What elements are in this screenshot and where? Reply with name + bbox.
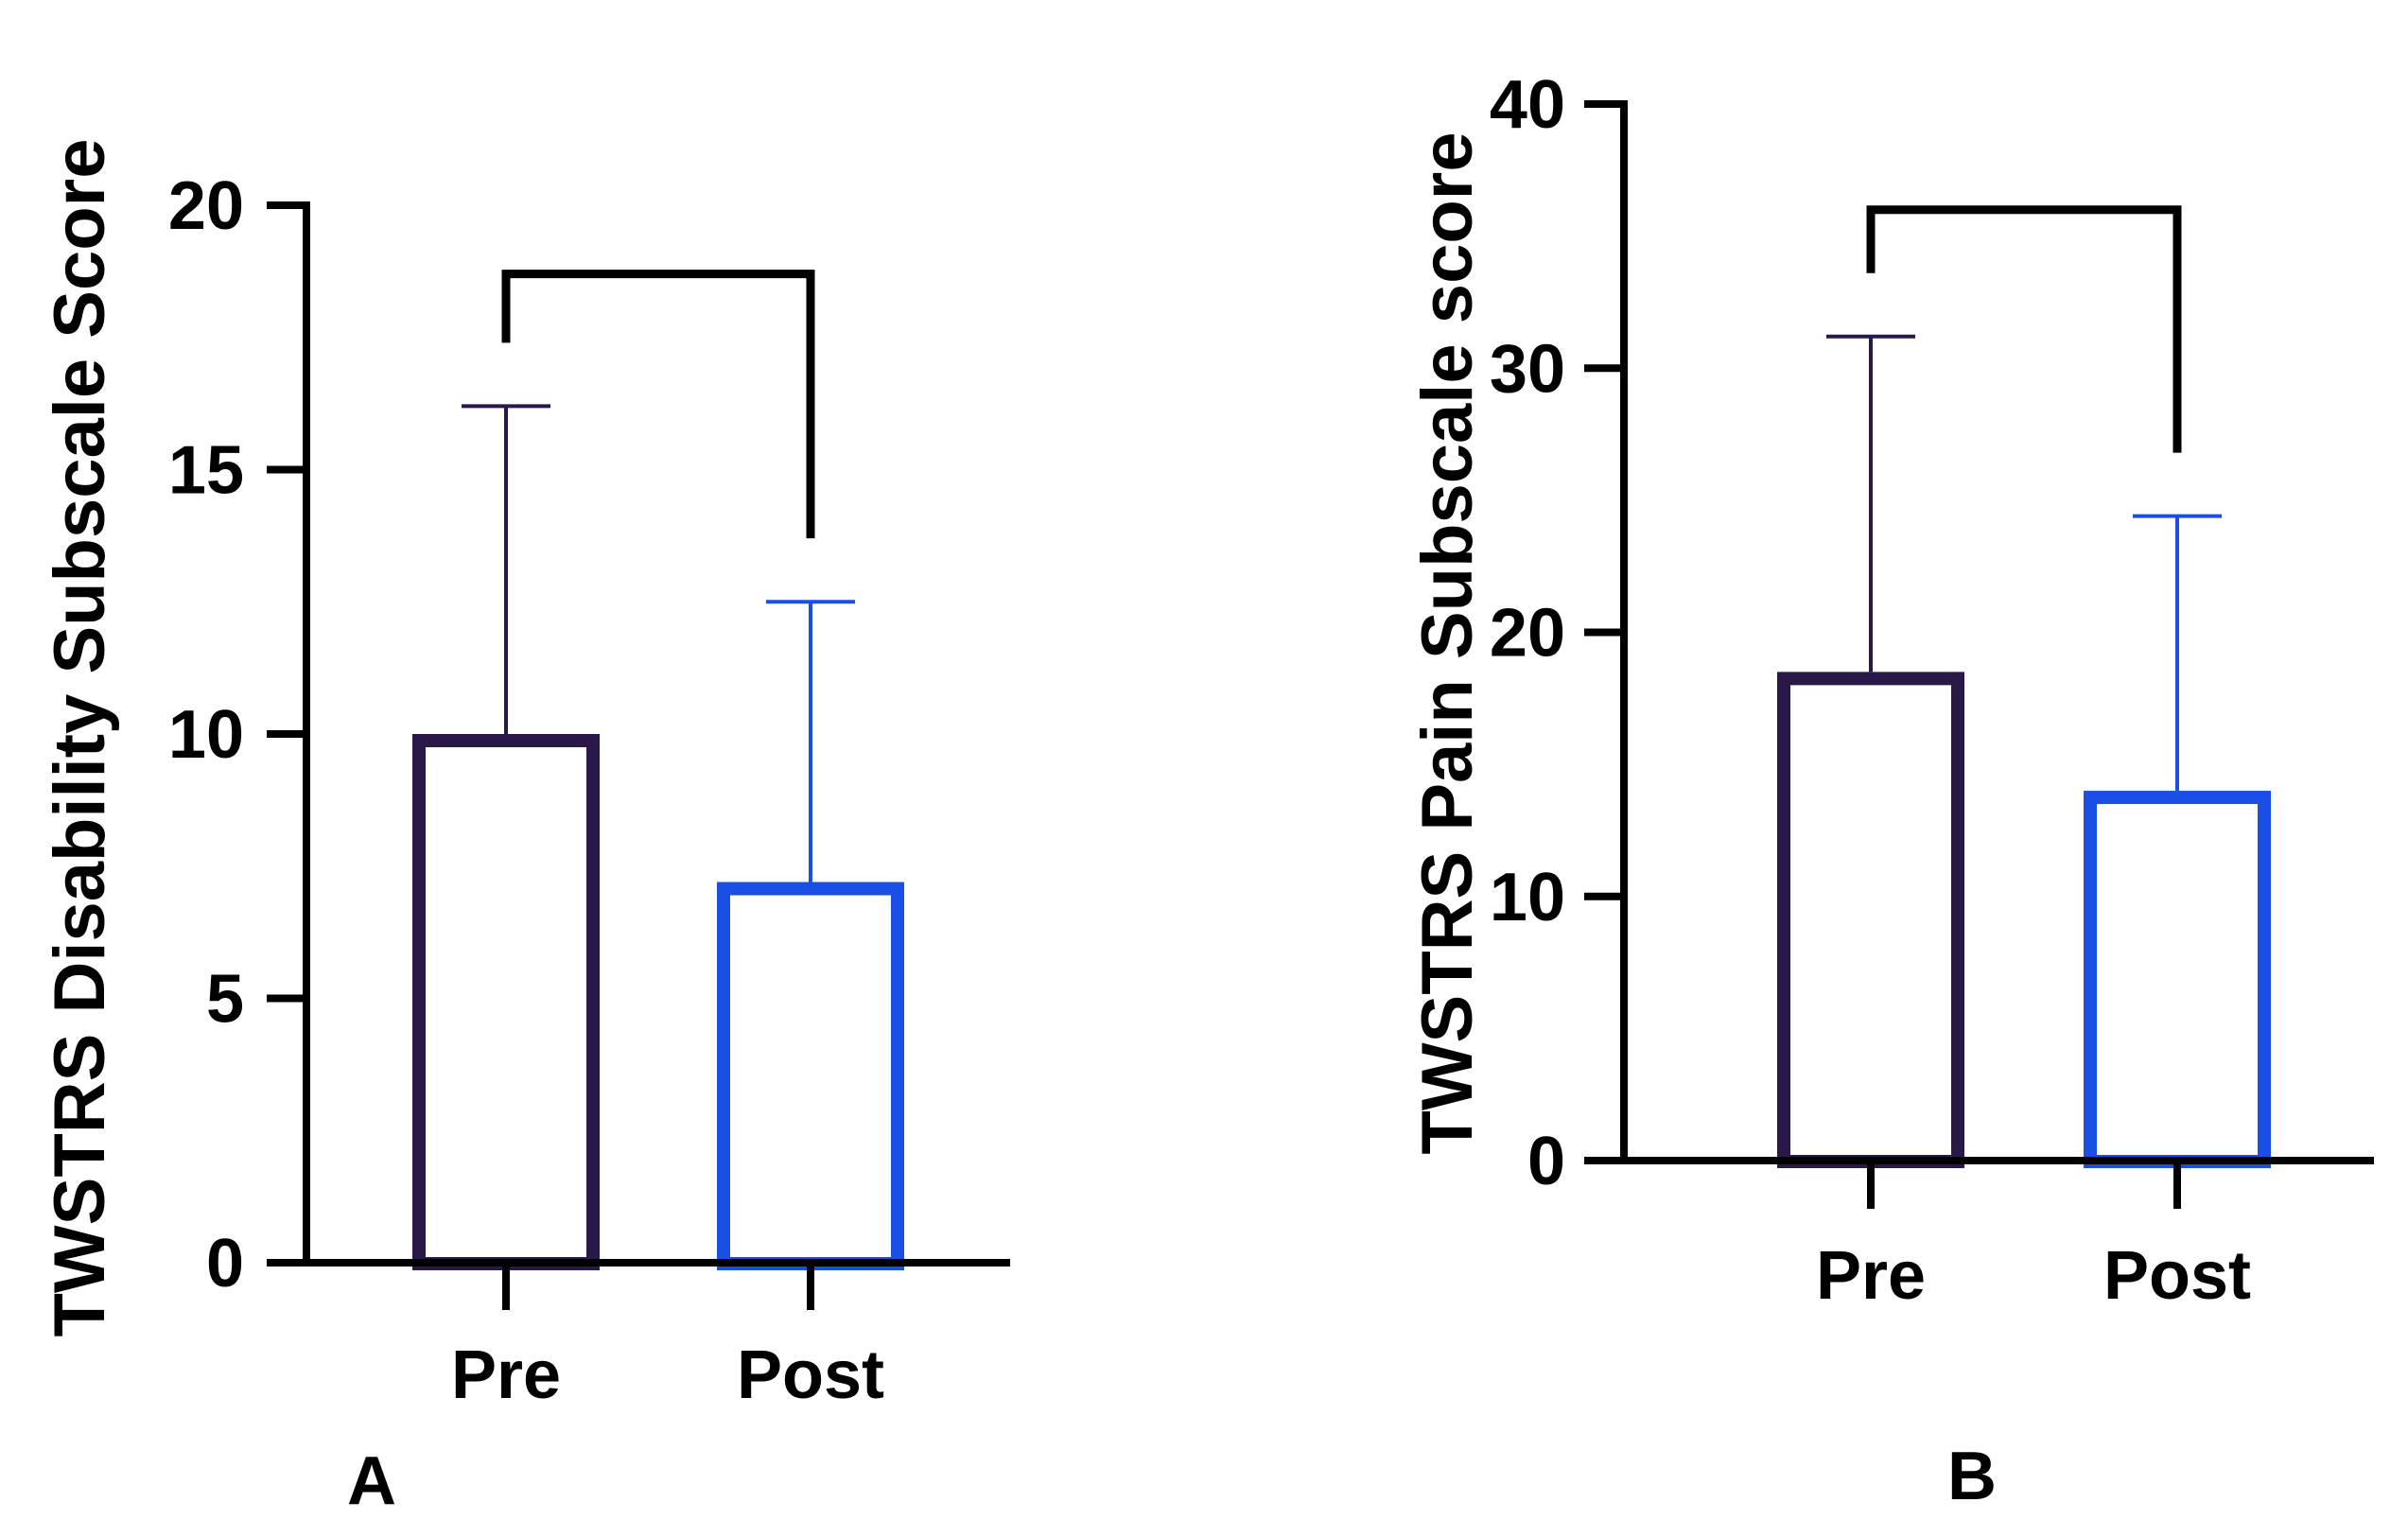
error-bars <box>1826 334 2222 792</box>
y-axis-label: TWSTRS Disability Subscale Score <box>40 138 120 1337</box>
x-ticks: Pre Post <box>451 1263 884 1413</box>
significance-bracket <box>501 270 815 539</box>
x-tick-label: Pre <box>451 1337 561 1413</box>
chart-panel-b: TWSTRS Pain Subscale score 0 10 20 30 40 Pre… <box>1407 67 2374 1514</box>
y-tick-label: 15 <box>168 433 244 509</box>
y-tick-label: 0 <box>1527 1124 1565 1199</box>
chart-panel-a: TWSTRS Disability Subscale Score 0 5 10 15 2… <box>40 138 1010 1519</box>
bars <box>412 734 904 1271</box>
y-tick-label: 40 <box>1490 67 1565 143</box>
bracket-line <box>1866 205 2182 453</box>
x-ticks: Pre Post <box>1816 1161 2251 1314</box>
bar-post <box>2084 791 2271 1168</box>
bar-pre <box>1777 672 1964 1168</box>
y-tick-label: 0 <box>206 1226 244 1302</box>
y-tick-label: 10 <box>1490 860 1565 935</box>
significance-bracket <box>1866 205 2182 453</box>
bar-post <box>717 882 904 1271</box>
y-tick-label: 20 <box>168 168 244 244</box>
x-tick-label: Post <box>737 1337 884 1413</box>
bracket-line <box>501 270 815 539</box>
error-bars <box>462 404 855 882</box>
y-tick-label: 10 <box>168 697 244 773</box>
panel-label: B <box>1947 1439 1997 1514</box>
y-tick-label: 20 <box>1490 596 1565 672</box>
y-ticks: 0 5 10 15 20 <box>168 168 306 1302</box>
y-tick-label: 5 <box>206 962 244 1038</box>
x-tick-label: Pre <box>1816 1238 1926 1314</box>
panel-label: A <box>347 1443 396 1519</box>
y-axis-label: TWSTRS Pain Subscale score <box>1407 131 1488 1154</box>
axes <box>1620 100 2374 1164</box>
bar-pre <box>412 734 600 1270</box>
axes <box>303 201 1010 1267</box>
x-tick-label: Post <box>2103 1238 2251 1314</box>
y-tick-label: 30 <box>1490 331 1565 407</box>
y-ticks: 0 10 20 30 40 <box>1490 67 1624 1199</box>
bars <box>1777 672 2271 1168</box>
